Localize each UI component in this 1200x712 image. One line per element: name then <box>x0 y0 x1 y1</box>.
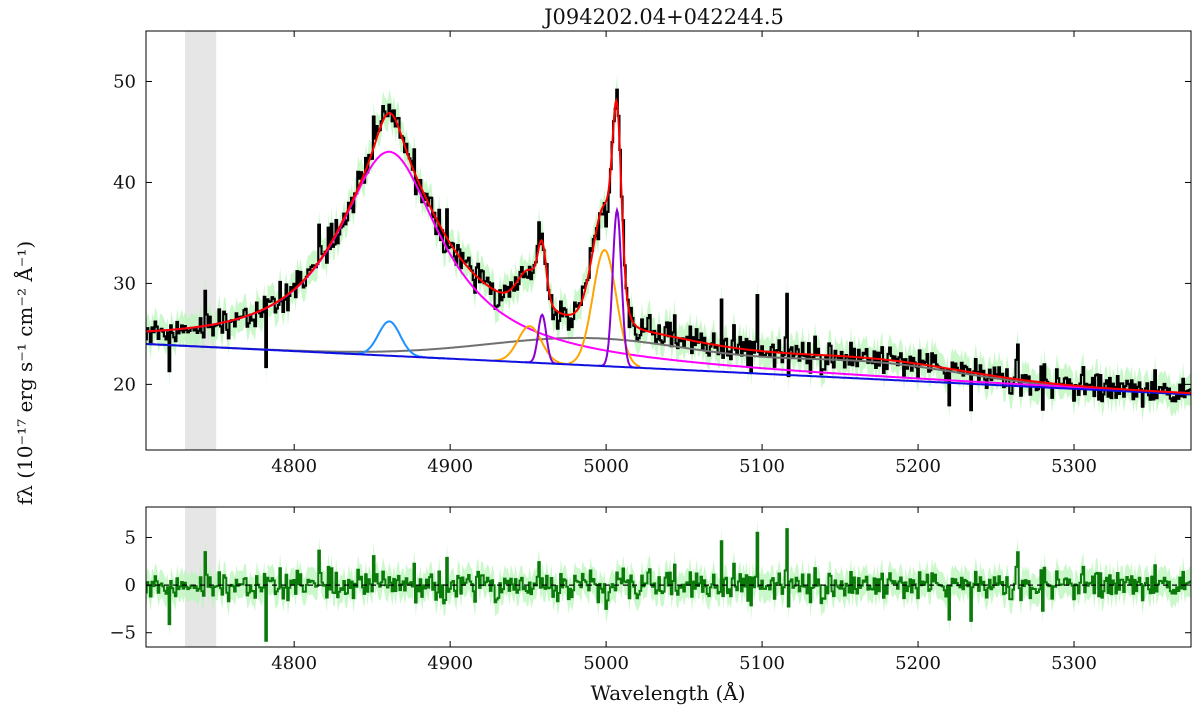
residual-x-tick-label: 5000 <box>583 653 629 674</box>
top-x-tick-label: 4900 <box>427 456 473 477</box>
residual-panel: 4800 4900 5000 5100 5200 5300 −5 0 5 <box>109 506 1192 674</box>
flux-error-band <box>146 74 1191 426</box>
observed-flux-line <box>146 88 1191 412</box>
oiii-4959-wing-line <box>493 325 568 366</box>
top-y-tick-label: 50 <box>113 71 136 92</box>
feii-component-line <box>146 336 1191 396</box>
top-panel: 4800 4900 5000 5100 5200 5300 20 30 40 50 <box>113 30 1192 477</box>
top-x-tick-label: 5200 <box>895 456 941 477</box>
top-x-tick-label: 4800 <box>271 456 317 477</box>
residual-y-tick-label: 5 <box>125 527 136 548</box>
y-axis-label: fλ (10⁻¹⁷ erg s⁻¹ cm⁻² Å⁻¹) <box>12 241 37 505</box>
residual-x-tick-label: 4900 <box>427 653 473 674</box>
top-x-tick-label: 5000 <box>583 456 629 477</box>
total-fit-line <box>146 97 1191 395</box>
residual-x-tick-label: 5300 <box>1051 653 1097 674</box>
residual-y-tick-label: 0 <box>125 575 136 596</box>
top-y-tick-label: 30 <box>113 273 136 294</box>
residual-x-tick-label: 5200 <box>895 653 941 674</box>
top-x-tick-label: 5300 <box>1051 456 1097 477</box>
continuum-line <box>146 343 1191 396</box>
residual-panel-frame <box>145 506 1192 648</box>
top-x-tick-label: 5100 <box>739 456 785 477</box>
top-y-tick-label: 40 <box>113 172 136 193</box>
residual-line <box>146 528 1191 642</box>
x-axis-label: Wavelength (Å) <box>590 680 745 705</box>
oiii-5007-wing-line <box>568 248 641 368</box>
residual-x-tick-label: 4800 <box>271 653 317 674</box>
top-panel-frame <box>145 30 1192 451</box>
top-y-tick-label: 20 <box>113 374 136 395</box>
oiii-5007-core-line <box>598 206 638 369</box>
residual-y-tick-label: −5 <box>109 623 136 644</box>
chart-title: J094202.04+042244.5 <box>542 5 784 29</box>
masked-region-top <box>184 31 217 450</box>
residual-x-tick-label: 5100 <box>739 653 785 674</box>
